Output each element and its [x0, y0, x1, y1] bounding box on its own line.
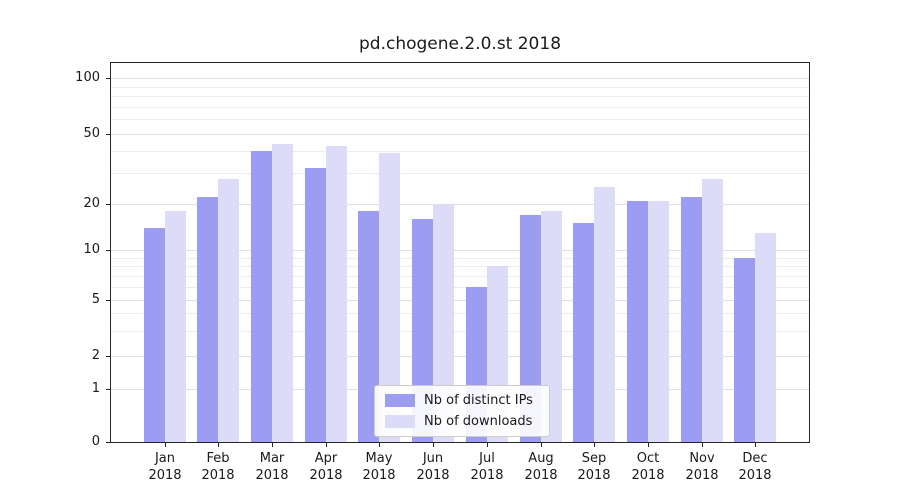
x-tick-label-feb: Feb 2018 [201, 451, 235, 483]
gridline-5 [111, 299, 809, 301]
y-tick-mark-1 [106, 389, 110, 391]
x-tick-mark-may [379, 443, 380, 447]
gridline-50 [111, 133, 809, 135]
x-tick-label-oct: Oct 2018 [631, 451, 665, 483]
x-tick-mark-apr [326, 443, 327, 447]
x-tick-label-apr: Apr 2018 [309, 451, 343, 483]
legend-item-distinct-ips: Nb of distinct IPs [385, 393, 539, 408]
gridline-90 [111, 86, 809, 88]
bar-distinct-ips-may [358, 211, 379, 442]
bar-downloads-feb [218, 178, 239, 442]
x-tick-mark-aug [541, 443, 542, 447]
gridline-8 [111, 266, 809, 268]
legend-swatch-distinct-ips [385, 394, 415, 407]
bar-distinct-ips-sep [573, 223, 594, 442]
y-tick-label-100: 100 [75, 70, 100, 86]
x-tick-mark-jun [433, 443, 434, 447]
x-tick-label-sep: Sep 2018 [577, 451, 611, 483]
x-tick-label-mar: Mar 2018 [255, 451, 289, 483]
y-tick-label-2: 2 [91, 347, 100, 363]
gridline-2 [111, 355, 809, 357]
bar-distinct-ips-mar [251, 151, 272, 442]
legend-swatch-downloads [385, 415, 415, 428]
bar-downloads-nov [702, 178, 723, 442]
chart-title: pd.chogene.2.0.st 2018 [358, 34, 562, 54]
gridline-40 [111, 151, 809, 152]
bar-distinct-ips-oct [627, 200, 648, 442]
y-tick-mark-2 [106, 355, 110, 357]
x-tick-mark-mar [272, 443, 273, 447]
x-tick-label-nov: Nov 2018 [685, 451, 719, 483]
bar-downloads-jan [165, 211, 186, 442]
y-tick-mark-20 [106, 204, 110, 206]
y-tick-mark-5 [106, 299, 110, 301]
legend-label-downloads: Nb of downloads [424, 414, 533, 429]
y-tick-label-1: 1 [91, 381, 100, 397]
x-tick-mark-sep [594, 443, 595, 447]
gridline-60 [111, 119, 809, 121]
x-tick-mark-feb [218, 443, 219, 447]
y-tick-label-0: 0 [91, 434, 100, 449]
y-tick-mark-50 [106, 133, 110, 135]
bar-downloads-jun [433, 204, 454, 442]
y-tick-mark-10 [106, 250, 110, 252]
gridline-70 [111, 106, 809, 108]
y-tick-label-10: 10 [83, 242, 100, 258]
gridline-10 [111, 250, 809, 252]
x-tick-mark-nov [702, 443, 703, 447]
x-tick-mark-jan [165, 443, 166, 447]
bar-distinct-ips-jan [144, 228, 165, 442]
x-tick-label-jul: Jul 2018 [470, 451, 504, 483]
gridline-100 [111, 78, 809, 80]
x-tick-label-jan: Jan 2018 [148, 451, 182, 483]
x-tick-label-dec: Dec 2018 [738, 451, 772, 483]
y-tick-mark-0 [106, 442, 110, 443]
gridline-4 [111, 313, 809, 315]
x-tick-mark-jul [487, 443, 488, 447]
y-tick-label-50: 50 [83, 125, 100, 141]
bar-distinct-ips-feb [197, 197, 218, 442]
x-tick-label-jun: Jun 2018 [416, 451, 450, 483]
bar-distinct-ips-nov [681, 197, 702, 442]
gridline-20 [111, 204, 809, 206]
gridline-7 [111, 275, 809, 277]
bar-downloads-dec [755, 232, 776, 442]
bar-downloads-mar [272, 143, 293, 442]
y-tick-mark-100 [106, 78, 110, 80]
bar-distinct-ips-dec [734, 257, 755, 442]
plot-area: Nb of distinct IPs Nb of downloads [110, 62, 810, 443]
legend: Nb of distinct IPs Nb of downloads [374, 385, 550, 437]
x-tick-label-aug: Aug 2018 [524, 451, 558, 483]
y-tick-label-20: 20 [83, 196, 100, 212]
bar-downloads-may [379, 153, 400, 442]
gridline-30 [111, 173, 809, 175]
gridline-80 [111, 96, 809, 98]
x-tick-label-may: May 2018 [362, 451, 396, 483]
legend-item-downloads: Nb of downloads [385, 414, 539, 429]
bar-downloads-sep [594, 187, 615, 442]
x-tick-mark-dec [755, 443, 756, 447]
y-tick-label-5: 5 [91, 291, 100, 307]
gridline-3 [111, 330, 809, 332]
gridline-9 [111, 257, 809, 259]
bar-distinct-ips-apr [305, 168, 326, 442]
gridline-6 [111, 286, 809, 288]
bar-downloads-apr [326, 145, 347, 442]
legend-label-distinct-ips: Nb of distinct IPs [424, 393, 533, 408]
x-tick-mark-oct [648, 443, 649, 447]
bar-downloads-aug [541, 211, 562, 442]
bar-downloads-oct [648, 200, 669, 442]
